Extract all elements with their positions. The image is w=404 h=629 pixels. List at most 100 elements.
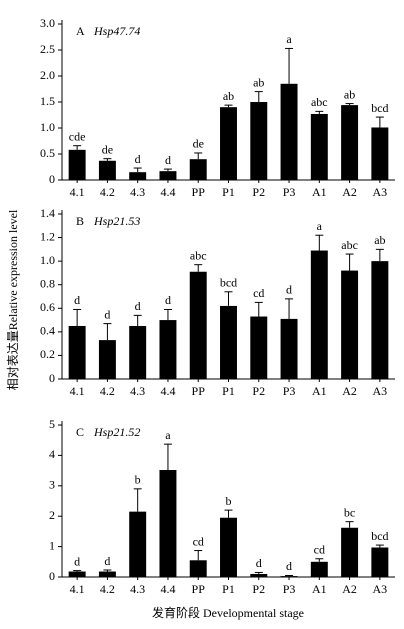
y-tick-label: 2.0 [40, 68, 55, 82]
y-tick-label: 0 [49, 371, 55, 385]
x-tick-label: 4.4 [160, 384, 175, 398]
x-tick-label: 4.4 [160, 582, 175, 596]
x-tick-label: 4.2 [100, 582, 115, 596]
bar [220, 517, 237, 577]
significance-label: bcd [371, 529, 388, 543]
bar [250, 573, 268, 577]
significance-label: cd [314, 543, 325, 557]
significance-label: b [226, 494, 232, 508]
bar [129, 172, 147, 180]
x-tick-label: PP [192, 185, 206, 199]
bar [341, 105, 359, 180]
significance-label: abc [341, 238, 358, 252]
x-tick-label: 4.3 [130, 185, 145, 199]
y-tick-label: 3 [49, 478, 55, 492]
bar [341, 527, 359, 577]
x-tick-label: PP [192, 384, 206, 398]
x-tick-label: 4.1 [70, 185, 85, 199]
y-tick-label: 1.4 [40, 206, 55, 220]
panel-title: Hsp21.52 [93, 425, 140, 439]
bar [68, 149, 86, 180]
x-tick-label: P3 [283, 185, 296, 199]
significance-label: cd [253, 286, 264, 300]
x-tick-label: P1 [222, 582, 235, 596]
y-tick-label: 2.5 [40, 42, 55, 56]
significance-label: d [104, 307, 110, 321]
y-axis-label: 相对表达量Relative expression level [6, 209, 20, 390]
significance-label: d [135, 299, 141, 313]
x-tick-label: A2 [342, 185, 357, 199]
significance-label: de [193, 137, 204, 151]
x-tick-label: A1 [312, 384, 327, 398]
x-tick-label: 4.3 [130, 384, 145, 398]
significance-label: ab [223, 89, 234, 103]
x-tick-label: A1 [312, 185, 327, 199]
bar [250, 316, 268, 379]
x-tick-label: 4.2 [100, 185, 115, 199]
significance-label: d [256, 556, 262, 570]
panel-title: Hsp47.74 [93, 24, 140, 38]
significance-label: a [317, 219, 323, 233]
bar [371, 547, 389, 577]
y-tick-label: 2 [49, 508, 55, 522]
y-tick-label: 1.5 [40, 94, 55, 108]
y-tick-label: 0.8 [40, 276, 55, 290]
panel-label: B [76, 214, 84, 228]
x-tick-label: A3 [373, 185, 388, 199]
x-tick-label: P1 [222, 384, 235, 398]
bar [189, 271, 207, 379]
significance-label: ab [344, 87, 355, 101]
x-tick-label: 4.2 [100, 384, 115, 398]
y-tick-label: 0 [49, 172, 55, 186]
x-tick-label: A2 [342, 384, 357, 398]
y-tick-label: 0.6 [40, 300, 55, 314]
y-tick-label: 1 [49, 538, 55, 552]
x-tick-label: P2 [252, 582, 265, 596]
panel-title: Hsp21.53 [93, 214, 140, 228]
x-tick-label: A2 [342, 582, 357, 596]
significance-label: b [135, 473, 141, 487]
x-tick-label: P2 [252, 384, 265, 398]
bar [189, 560, 207, 577]
significance-label: abc [190, 248, 207, 262]
significance-label: cde [69, 129, 86, 143]
bar [371, 127, 389, 180]
significance-label: de [102, 142, 113, 156]
x-tick-label: A3 [373, 582, 388, 596]
y-tick-label: 0.2 [40, 347, 55, 361]
bar [129, 511, 147, 577]
panel-label: A [76, 24, 85, 38]
y-tick-label: 4 [49, 447, 55, 461]
bar [189, 159, 207, 180]
x-tick-label: 4.4 [160, 185, 175, 199]
bar [280, 576, 298, 577]
significance-label: bcd [220, 276, 237, 290]
x-tick-label: A1 [312, 582, 327, 596]
significance-label: d [104, 554, 110, 568]
y-tick-label: 3.0 [40, 16, 55, 30]
significance-label: bcd [371, 101, 388, 115]
x-tick-label: P2 [252, 185, 265, 199]
bar [68, 325, 86, 379]
significance-label: d [165, 293, 171, 307]
x-tick-label: 4.1 [70, 384, 85, 398]
bar [280, 318, 298, 379]
y-tick-label: 0.5 [40, 146, 55, 160]
significance-label: d [135, 152, 141, 166]
bar [341, 270, 359, 379]
significance-label: d [74, 293, 80, 307]
significance-label: d [286, 559, 292, 573]
x-axis-label: 发育阶段 Developmental stage [152, 605, 304, 620]
y-tick-label: 5 [49, 417, 55, 431]
bar [159, 320, 177, 379]
significance-label: d [165, 153, 171, 167]
bar [159, 171, 177, 180]
y-tick-label: 1.0 [40, 253, 55, 267]
bar [250, 102, 268, 180]
significance-label: a [286, 32, 292, 46]
significance-label: ab [253, 75, 264, 89]
y-tick-label: 1.0 [40, 120, 55, 134]
bar [129, 325, 147, 379]
